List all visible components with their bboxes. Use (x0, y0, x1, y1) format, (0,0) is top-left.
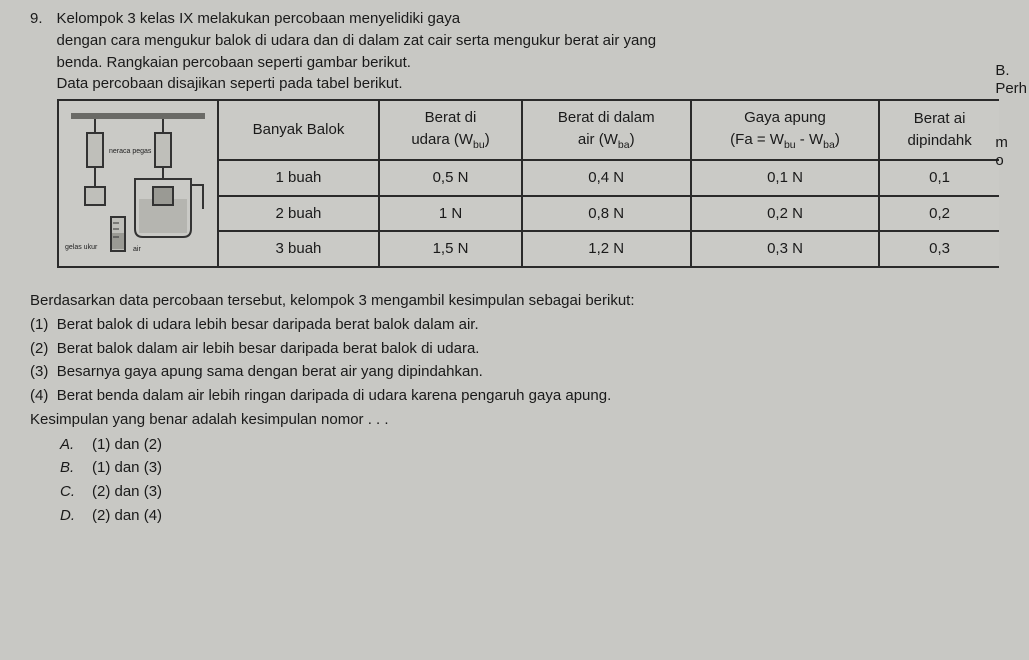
svg-text:gelas ukur: gelas ukur (65, 244, 98, 251)
experiment-diagram-icon: neraca pegas (63, 109, 213, 259)
cell-air: 1,2 N (522, 231, 691, 267)
option-b: B.(1) dan (3) (60, 456, 999, 480)
conclusion-lead: Berdasarkan data percobaan tersebut, kel… (30, 290, 999, 312)
option-d: D.(2) dan (4) (60, 504, 999, 528)
question-prompt: Kesimpulan yang benar adalah kesimpulan … (30, 409, 999, 431)
th-balok: Banyak Balok (218, 100, 380, 160)
option-c: C.(2) dan (3) (60, 480, 999, 504)
cell-air: 0,4 N (522, 160, 691, 196)
intro-text-1: Kelompok 3 kelas IX melakukan percobaan … (57, 10, 461, 27)
svg-text:air: air (133, 246, 141, 253)
cell-balok: 1 buah (218, 160, 380, 196)
cell-balok: 3 buah (218, 231, 380, 267)
cell-udara: 1 N (379, 196, 521, 232)
cell-air: 0,8 N (522, 196, 691, 232)
cell-fa: 0,3 N (691, 231, 879, 267)
statement-3: (3) Besarnya gaya apung sama dengan bera… (30, 361, 999, 383)
intro-text-3: benda. Rangkaian percobaan seperti gamba… (57, 54, 411, 71)
intro-text-2: dengan cara mengukur balok di udara dan … (57, 32, 657, 49)
cell-udara: 0,5 N (379, 160, 521, 196)
statement-2: (2) Berat balok dalam air lebih besar da… (30, 338, 999, 360)
th-udara: Berat di udara (Wbu) (379, 100, 521, 160)
svg-text:neraca pegas: neraca pegas (109, 148, 152, 155)
side-cutoff-text: B. Perh m o (995, 62, 1027, 170)
statement-4: (4) Berat benda dalam air lebih ringan d… (30, 385, 999, 407)
cell-balok: 2 buah (218, 196, 380, 232)
cell-udara: 1,5 N (379, 231, 521, 267)
cell-disp: 0,3 (879, 231, 999, 267)
cell-disp: 0,2 (879, 196, 999, 232)
cell-fa: 0,1 N (691, 160, 879, 196)
data-table: neraca pegas (57, 99, 999, 268)
diagram-cell: neraca pegas (58, 100, 218, 267)
th-disp: Berat ai dipindahk (879, 100, 999, 160)
cell-disp: 0,1 (879, 160, 999, 196)
statement-1: (1) Berat balok di udara lebih besar dar… (30, 314, 999, 336)
question-number: 9. (30, 8, 43, 282)
option-a: A.(1) dan (2) (60, 433, 999, 457)
th-fa: Gaya apung (Fa = Wbu - Wba) (691, 100, 879, 160)
th-air: Berat di dalam air (Wba) (522, 100, 691, 160)
cell-fa: 0,2 N (691, 196, 879, 232)
intro-text-4: Data percobaan disajikan seperti pada ta… (57, 75, 403, 92)
